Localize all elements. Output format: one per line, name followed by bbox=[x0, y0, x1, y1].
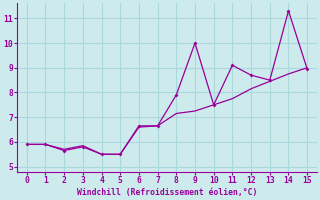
X-axis label: Windchill (Refroidissement éolien,°C): Windchill (Refroidissement éolien,°C) bbox=[77, 188, 257, 197]
